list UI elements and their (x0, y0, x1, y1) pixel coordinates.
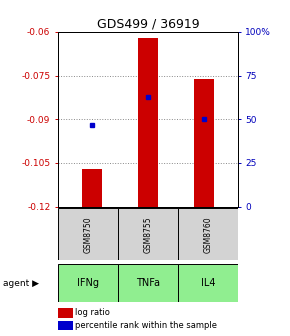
Text: GSM8750: GSM8750 (84, 216, 93, 253)
Text: log ratio: log ratio (75, 308, 110, 317)
Text: IFNg: IFNg (77, 278, 99, 288)
Bar (178, 264, 238, 302)
Bar (118, 264, 178, 302)
Text: IL4: IL4 (201, 278, 215, 288)
Bar (82, 169, 101, 207)
Bar (178, 208, 238, 260)
Bar (138, 38, 158, 207)
Bar (58, 208, 118, 260)
Text: agent ▶: agent ▶ (3, 279, 39, 288)
Text: percentile rank within the sample: percentile rank within the sample (75, 321, 218, 330)
Bar (118, 208, 178, 260)
Text: TNFa: TNFa (136, 278, 160, 288)
Text: GSM8755: GSM8755 (143, 216, 153, 253)
Text: GSM8760: GSM8760 (203, 216, 212, 253)
Bar (58, 264, 118, 302)
Title: GDS499 / 36919: GDS499 / 36919 (97, 18, 199, 31)
Bar (194, 79, 214, 207)
